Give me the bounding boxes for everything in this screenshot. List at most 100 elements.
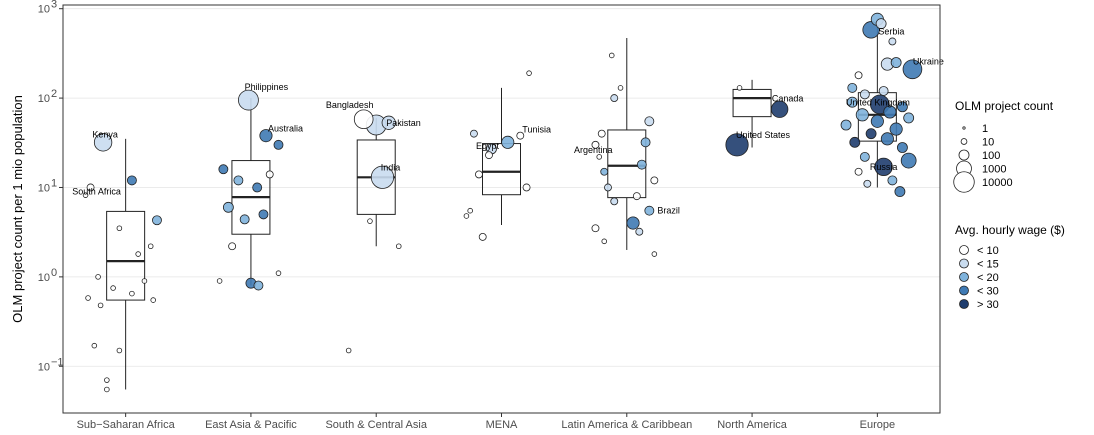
data-point (135, 251, 141, 257)
data-point (104, 377, 110, 383)
data-point (626, 216, 640, 230)
data-point (152, 215, 162, 226)
data-point (896, 101, 908, 113)
y-tick-exponent: 3 (51, 0, 57, 11)
data-point (846, 96, 858, 108)
y-tick-label: 10 (38, 272, 50, 284)
data-point (252, 182, 263, 193)
legend-color-label: < 10 (977, 245, 999, 257)
data-point (644, 205, 655, 216)
point-label: South Africa (72, 186, 121, 196)
data-point (640, 137, 651, 148)
data-point (862, 21, 880, 39)
point-label: Russia (870, 162, 898, 172)
data-point (863, 179, 872, 188)
data-point (890, 57, 902, 68)
legend-size-label: 100 (982, 150, 1000, 162)
data-point (110, 285, 116, 291)
data-point (875, 18, 887, 30)
data-point (596, 154, 602, 160)
data-point (874, 157, 893, 177)
data-point (116, 225, 123, 232)
legend-color-label: < 30 (977, 286, 999, 298)
point-label: Bangladesh (326, 100, 374, 110)
data-point (636, 159, 647, 170)
data-point (478, 232, 487, 241)
data-point (644, 116, 655, 127)
data-point (93, 133, 113, 152)
x-tick-label: North America (717, 419, 788, 431)
data-point (367, 218, 373, 224)
data-point (526, 70, 532, 76)
data-point (600, 167, 609, 176)
data-point (233, 175, 244, 186)
y-tick-label: 10 (38, 182, 50, 194)
data-point (353, 109, 374, 130)
legend-color-key (959, 272, 969, 282)
point-label: Egypt (476, 141, 500, 151)
point-label: United States (736, 130, 791, 140)
x-tick-label: Europe (860, 419, 895, 431)
data-point (522, 183, 531, 192)
y-axis-title: OLM project count per 1 mio population (10, 95, 25, 323)
data-point (370, 165, 395, 189)
point-label: Tunisia (522, 125, 551, 135)
data-point (610, 197, 619, 206)
data-point (253, 280, 264, 291)
data-point (345, 347, 352, 354)
data-point (601, 238, 608, 245)
data-point (635, 227, 644, 236)
data-point (865, 128, 877, 140)
x-tick-label: MENA (486, 419, 518, 431)
point-label: Canada (772, 93, 804, 103)
data-point (847, 82, 858, 93)
data-point (258, 209, 269, 220)
legend-size-key (962, 126, 966, 130)
point-label: Australia (268, 124, 303, 134)
y-tick-exponent: 2 (51, 88, 57, 100)
y-tick-exponent: 0 (51, 267, 57, 279)
x-tick-label: Latin America & Caribbean (561, 419, 692, 431)
point-label: Kenya (92, 129, 118, 139)
point-label: Brazil (657, 206, 680, 216)
data-point (617, 85, 624, 91)
data-point (591, 224, 600, 233)
data-point (222, 201, 234, 213)
legend-size-title: OLM project count (955, 99, 1054, 113)
data-point (141, 278, 148, 284)
legend-color-key (959, 285, 969, 296)
data-point (381, 115, 396, 130)
legend-color: Avg. hourly wage ($) < 10 < 15< 20 < 30> 30 (955, 223, 1065, 311)
point-label: Ukraine (913, 56, 944, 66)
data-point (725, 133, 749, 157)
data-point (610, 94, 619, 103)
box-iqr (732, 88, 772, 118)
data-point (126, 175, 137, 186)
point-label: Argentina (574, 145, 613, 155)
data-point (467, 207, 473, 214)
point-label: United Kingdom (846, 97, 910, 107)
data-point (591, 140, 600, 149)
legend-size-label: 1 (982, 123, 988, 135)
point-labels: Kenya South Africa Philippines Australia Ban… (72, 26, 944, 215)
data-point (238, 89, 259, 111)
data-point (608, 52, 615, 59)
data-point (597, 129, 606, 138)
data-point (849, 136, 861, 148)
data-point (651, 251, 658, 257)
data-point (859, 89, 870, 100)
data-point (894, 186, 906, 197)
data-point (485, 151, 493, 160)
legend-color-key (959, 258, 969, 269)
data-point (218, 164, 229, 175)
data-point (273, 139, 284, 150)
data-point (840, 119, 852, 131)
data-point (82, 192, 89, 198)
data-point (275, 270, 282, 276)
legend-size-label: 1000 (982, 164, 1006, 176)
data-point (903, 112, 915, 124)
point-label: India (381, 162, 401, 172)
